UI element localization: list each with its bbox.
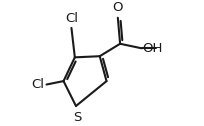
Text: OH: OH xyxy=(143,42,163,55)
Text: Cl: Cl xyxy=(31,78,44,91)
Text: S: S xyxy=(73,111,81,123)
Text: O: O xyxy=(113,1,123,14)
Text: Cl: Cl xyxy=(65,11,78,25)
